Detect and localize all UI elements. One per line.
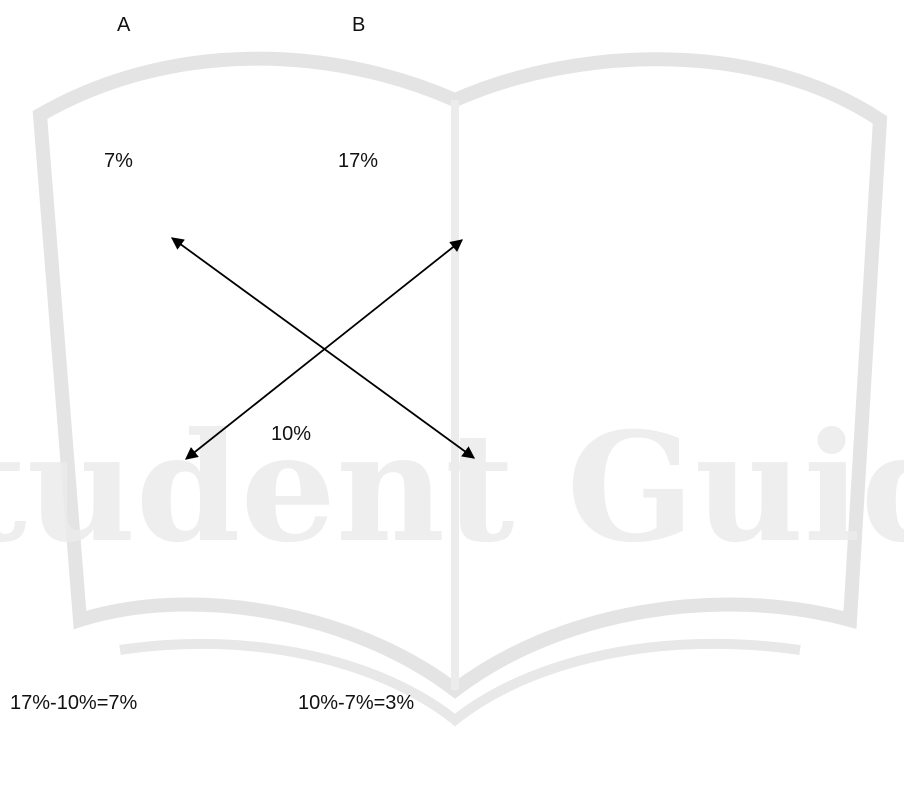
watermark-book-pages bbox=[119, 638, 801, 727]
ratio-calc-b: 10%-7%=3% bbox=[298, 692, 415, 714]
label-b: B bbox=[352, 14, 366, 36]
rate-a: 7% bbox=[104, 150, 133, 172]
mean-rate: 10% bbox=[271, 423, 312, 445]
arrow-a-to-b-difference bbox=[170, 237, 476, 459]
watermark-book-icon bbox=[32, 51, 888, 699]
label-a: A bbox=[117, 14, 131, 36]
arrow-b-to-a-difference bbox=[185, 239, 463, 460]
ratio-calc-a: 17%-10%=7% bbox=[10, 692, 138, 714]
rate-b: 17% bbox=[338, 150, 379, 172]
